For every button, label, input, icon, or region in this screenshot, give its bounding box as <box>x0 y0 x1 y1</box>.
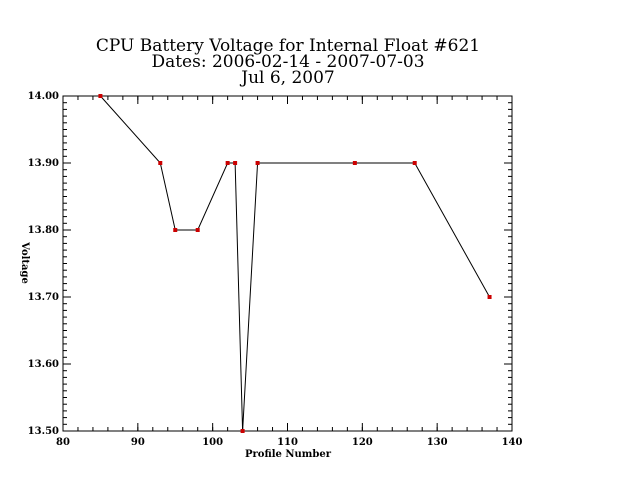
x-tick-label: 120 <box>352 437 373 448</box>
x-tick-label: 80 <box>56 437 70 448</box>
axis-ticks <box>62 95 513 432</box>
data-point <box>158 161 163 165</box>
y-tick-label: 13.90 <box>28 158 59 169</box>
x-tick-label: 90 <box>131 437 145 448</box>
data-point <box>487 295 492 299</box>
y-tick-label: 13.50 <box>28 426 59 437</box>
x-tick-label: 100 <box>202 437 223 448</box>
chart-title-line-1: CPU Battery Voltage for Internal Float #… <box>96 36 480 56</box>
data-point <box>173 228 178 232</box>
data-point <box>195 228 200 232</box>
y-tick-label: 13.60 <box>28 359 59 370</box>
x-tick-label: 130 <box>427 437 448 448</box>
chart-title: CPU Battery Voltage for Internal Float #… <box>96 36 480 88</box>
y-tick-label: 14.00 <box>28 91 59 102</box>
data-point <box>225 161 230 165</box>
data-point <box>255 161 260 165</box>
data-points <box>98 94 492 433</box>
data-point <box>98 94 103 98</box>
data-point <box>412 161 417 165</box>
x-tick-label: 110 <box>277 437 298 448</box>
axis-tick-labels: 80 90 100 110 120 130 140 13.50 13.60 13.70 13.80 1… <box>28 91 523 448</box>
y-tick-label: 13.70 <box>28 292 59 303</box>
data-point <box>352 161 357 165</box>
data-point <box>240 429 245 433</box>
chart-title-line-3: Jul 6, 2007 <box>239 68 335 88</box>
data-point <box>233 161 238 165</box>
series-line <box>100 95 490 432</box>
x-axis-label: Profile Number <box>245 449 332 460</box>
y-tick-label: 13.80 <box>28 225 59 236</box>
x-tick-label: 140 <box>502 437 523 448</box>
plot-frame <box>62 95 513 432</box>
chart-title-line-2: Dates: 2006-02-14 - 2007-07-03 <box>151 52 424 72</box>
y-axis-label: Voltage <box>19 241 30 284</box>
